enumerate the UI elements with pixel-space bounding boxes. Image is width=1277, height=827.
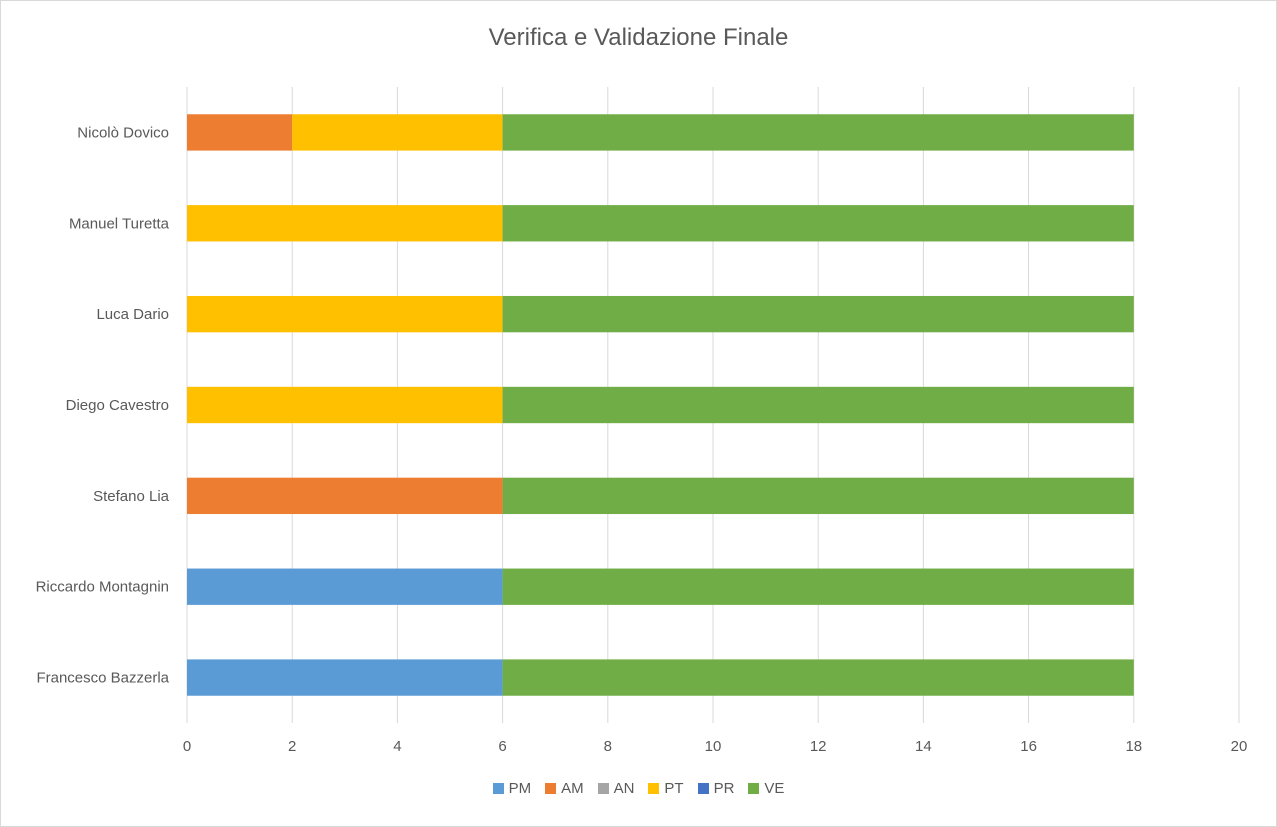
x-tick-label: 16 xyxy=(1020,738,1037,755)
bar-pt xyxy=(187,295,503,333)
legend-swatch xyxy=(545,783,557,794)
bar-ve xyxy=(502,205,1134,242)
legend-item: PT xyxy=(648,780,684,797)
legend-item: PM xyxy=(492,780,532,797)
x-tick-label: 14 xyxy=(915,738,932,755)
legend-label: PT xyxy=(664,780,684,797)
legend-label: AN xyxy=(613,780,635,797)
x-tick-label: 20 xyxy=(1231,738,1248,755)
x-tick-label: 2 xyxy=(288,738,296,755)
category-labels: Francesco Bazzerla Riccardo Montagnin Stef… xyxy=(36,124,170,686)
category-label: Stefano Lia xyxy=(93,488,170,505)
x-tick-labels: 0 2 4 6 8 10 12 14 16 18 20 xyxy=(183,738,1248,755)
legend-swatch xyxy=(648,783,660,794)
legend-item: VE xyxy=(748,780,784,797)
legend: PM AM AN PT PR VE xyxy=(0,780,1277,797)
x-tick-label: 10 xyxy=(705,738,722,755)
bar-pt xyxy=(187,205,503,242)
legend-swatch xyxy=(597,783,609,794)
bar-am xyxy=(187,114,293,151)
legend-item: AM xyxy=(545,780,584,797)
bar-ve xyxy=(502,659,1134,696)
legend-swatch xyxy=(748,783,760,794)
legend-swatch xyxy=(697,783,709,794)
legend-label: PR xyxy=(713,780,735,797)
legend-swatch xyxy=(492,783,504,794)
bar-pm xyxy=(187,659,503,696)
legend-item: PR xyxy=(697,780,735,797)
chart-title: Verifica e Validazione Finale xyxy=(488,24,789,51)
bar-pt xyxy=(187,386,503,424)
legend-label: AM xyxy=(561,780,584,797)
legend-item: AN xyxy=(597,780,635,797)
category-label: Luca Dario xyxy=(96,306,169,323)
x-tick-label: 4 xyxy=(393,738,401,755)
legend-label: PM xyxy=(508,780,532,797)
x-tick-label: 8 xyxy=(604,738,612,755)
category-label: Francesco Bazzerla xyxy=(36,670,169,687)
bar-pm xyxy=(187,568,503,605)
bar-ve xyxy=(502,114,1134,151)
bars xyxy=(187,114,1134,696)
x-tick-label: 6 xyxy=(498,738,506,755)
category-label: Riccardo Montagnin xyxy=(36,579,169,596)
legend-label: VE xyxy=(764,780,785,797)
bar-ve xyxy=(502,295,1134,333)
category-label: Diego Cavestro xyxy=(66,397,169,414)
bar-pt xyxy=(292,114,503,151)
category-label: Nicolò Dovico xyxy=(77,124,169,141)
bar-ve xyxy=(502,568,1134,605)
bar-ve xyxy=(502,477,1134,515)
bar-ve xyxy=(502,386,1134,424)
category-label: Manuel Turetta xyxy=(69,215,170,232)
x-tick-label: 12 xyxy=(810,738,827,755)
x-tick-label: 18 xyxy=(1125,738,1142,755)
x-tick-label: 0 xyxy=(183,738,191,755)
bar-am xyxy=(187,477,503,515)
